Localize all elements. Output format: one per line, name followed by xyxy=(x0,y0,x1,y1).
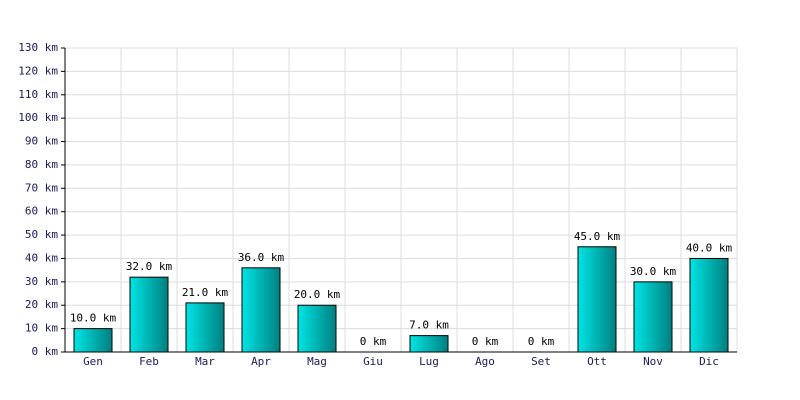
bar xyxy=(185,302,225,353)
value-label: 0 km xyxy=(360,335,387,348)
y-tick-label: 110 km xyxy=(18,88,58,101)
y-tick-label: 20 km xyxy=(25,298,58,311)
value-label: 40.0 km xyxy=(686,241,733,254)
x-tick-label: Ago xyxy=(475,355,495,368)
y-tick-label: 40 km xyxy=(25,251,58,264)
value-label: 10.0 km xyxy=(70,312,117,325)
x-tick-label: Ott xyxy=(587,355,607,368)
y-tick-label: 90 km xyxy=(25,135,58,148)
value-label: 0 km xyxy=(528,335,555,348)
bar xyxy=(409,335,449,353)
y-tick-label: 70 km xyxy=(25,181,58,194)
y-tick-label: 50 km xyxy=(25,228,58,241)
x-tick-label: Gen xyxy=(83,355,103,368)
y-tick-label: 100 km xyxy=(18,111,58,124)
y-tick-label: 80 km xyxy=(25,158,58,171)
y-tick-label: 10 km xyxy=(25,322,58,335)
bar xyxy=(73,328,113,353)
bar xyxy=(689,257,729,353)
x-tick-label: Mag xyxy=(307,355,327,368)
y-tick-label: 120 km xyxy=(18,64,58,77)
value-label: 36.0 km xyxy=(238,251,285,264)
x-tick-label: Apr xyxy=(251,355,271,368)
value-label: 45.0 km xyxy=(574,230,621,243)
bar xyxy=(297,304,337,353)
y-tick-label: 0 km xyxy=(32,345,59,358)
x-tick-label: Mar xyxy=(195,355,215,368)
y-tick-label: 60 km xyxy=(25,205,58,218)
value-label: 21.0 km xyxy=(182,286,229,299)
x-tick-label: Dic xyxy=(699,355,719,368)
bar xyxy=(129,276,169,353)
x-tick-label: Set xyxy=(531,355,551,368)
x-tick-label: Lug xyxy=(419,355,439,368)
y-tick-label: 30 km xyxy=(25,275,58,288)
value-label: 32.0 km xyxy=(126,260,173,273)
value-label: 7.0 km xyxy=(409,319,449,332)
x-tick-label: Nov xyxy=(643,355,663,368)
value-label: 0 km xyxy=(472,335,499,348)
x-tick-label: Giu xyxy=(363,355,383,368)
value-label: 20.0 km xyxy=(294,288,341,301)
value-label: 30.0 km xyxy=(630,265,677,278)
bar xyxy=(633,281,673,353)
bar xyxy=(577,246,617,353)
y-tick-label: 130 km xyxy=(18,41,58,54)
bar xyxy=(241,267,281,353)
x-tick-label: Feb xyxy=(139,355,159,368)
